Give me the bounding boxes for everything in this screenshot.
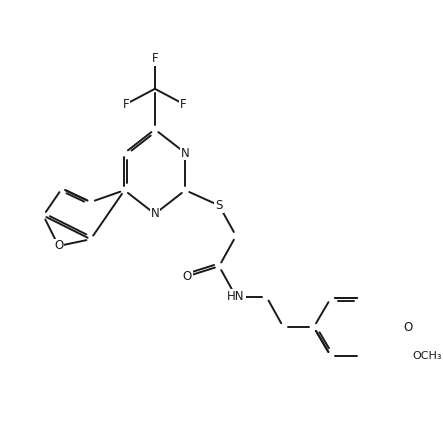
Text: O: O [183, 270, 192, 283]
Text: O: O [404, 321, 413, 333]
Text: O: O [54, 240, 63, 253]
Text: F: F [152, 52, 158, 65]
Text: N: N [151, 208, 159, 220]
Text: HN: HN [227, 290, 245, 303]
Text: N: N [181, 147, 190, 160]
Text: OCH₃: OCH₃ [412, 351, 442, 361]
Text: F: F [123, 98, 129, 111]
Text: S: S [215, 199, 223, 212]
Text: F: F [180, 98, 187, 111]
Text: OCH₃: OCH₃ [412, 349, 443, 362]
